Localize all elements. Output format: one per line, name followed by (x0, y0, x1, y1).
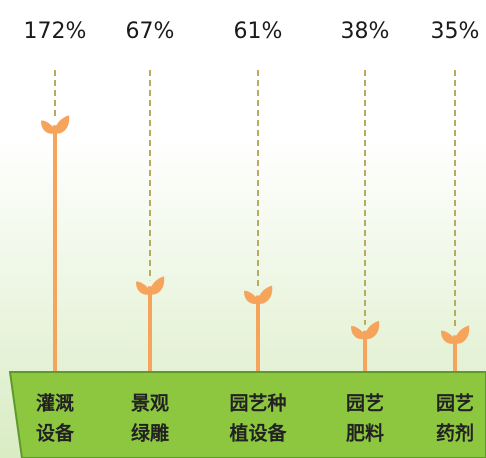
category-label: 植设备 (229, 422, 287, 445)
leaf (41, 115, 70, 134)
leaf (441, 325, 470, 344)
sprout (41, 70, 70, 380)
value-label: 61% (234, 19, 283, 44)
leaf (351, 320, 380, 340)
value-label: 67% (126, 19, 175, 44)
leaf (244, 285, 273, 304)
category-label: 园艺种 (229, 393, 286, 415)
category-label: 设备 (36, 422, 75, 445)
category-label: 园艺 (346, 393, 384, 415)
category-label: 肥料 (346, 422, 384, 445)
category-label: 药剂 (436, 422, 474, 445)
sprout (244, 70, 273, 380)
value-label: 172% (24, 19, 87, 44)
value-label: 38% (341, 19, 390, 44)
category-label: 绿雕 (131, 422, 169, 445)
sprout (136, 70, 165, 380)
ground (8, 371, 486, 458)
leaf (136, 276, 165, 295)
category-label: 灌溉 (36, 392, 74, 415)
category-label: 景观 (131, 393, 169, 415)
value-label: 35% (431, 19, 480, 44)
category-label: 园艺 (436, 393, 474, 415)
